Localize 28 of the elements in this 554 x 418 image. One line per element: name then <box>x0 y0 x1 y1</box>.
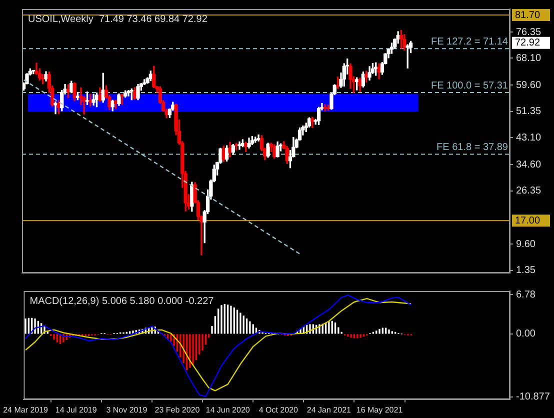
y-tick-label: 26.35 <box>516 186 542 197</box>
text: USOIL,Weekly 71.49 73.46 69.84 72.92 <box>28 14 208 25</box>
x-tick-label: 14 Jun 2020 <box>206 405 250 414</box>
y-tick-label: 43.10 <box>516 132 542 144</box>
ref-line-label: FE 100.0 = 57.31 <box>430 80 508 92</box>
text: 72.92 <box>515 38 540 49</box>
y-tick-label: 68.10 <box>516 52 542 64</box>
y-tick-label: 51.35 <box>516 106 542 118</box>
x-tick-label: 4 Oct 2020 <box>258 405 298 414</box>
y-tick-label: 6.78 <box>516 289 536 300</box>
y-tick-label: 76.35 <box>516 26 542 38</box>
ref-line-label: FE 61.8 = 37.89 <box>436 142 508 153</box>
y-tick-label: 59.60 <box>516 80 542 91</box>
y-tick-label: -10.877 <box>516 392 550 403</box>
ref-line-label: 81.70 <box>515 10 540 21</box>
text: MACD(12,26,9) 5.006 5.180 0.000 -0.227 <box>30 296 214 307</box>
y-tick-label: 0.00 <box>516 328 536 340</box>
x-tick-label: 16 May 2021 <box>356 405 404 414</box>
y-tick-label: 34.60 <box>516 159 542 170</box>
x-tick-label: 3 Nov 2019 <box>106 405 148 414</box>
ref-line-label: 17.00 <box>515 215 540 226</box>
x-tick-label: 14 Jul 2019 <box>55 405 98 414</box>
x-tick-label: 24 Jan 2021 <box>306 405 352 414</box>
ref-line-label: FE 127.2 = 71.14 <box>430 36 508 48</box>
y-tick-label: 1.35 <box>516 265 536 276</box>
x-tick-label: 24 Mar 2019 <box>3 405 49 414</box>
y-tick-label: 9.60 <box>516 238 536 250</box>
x-tick-label: 23 Feb 2020 <box>154 405 200 414</box>
